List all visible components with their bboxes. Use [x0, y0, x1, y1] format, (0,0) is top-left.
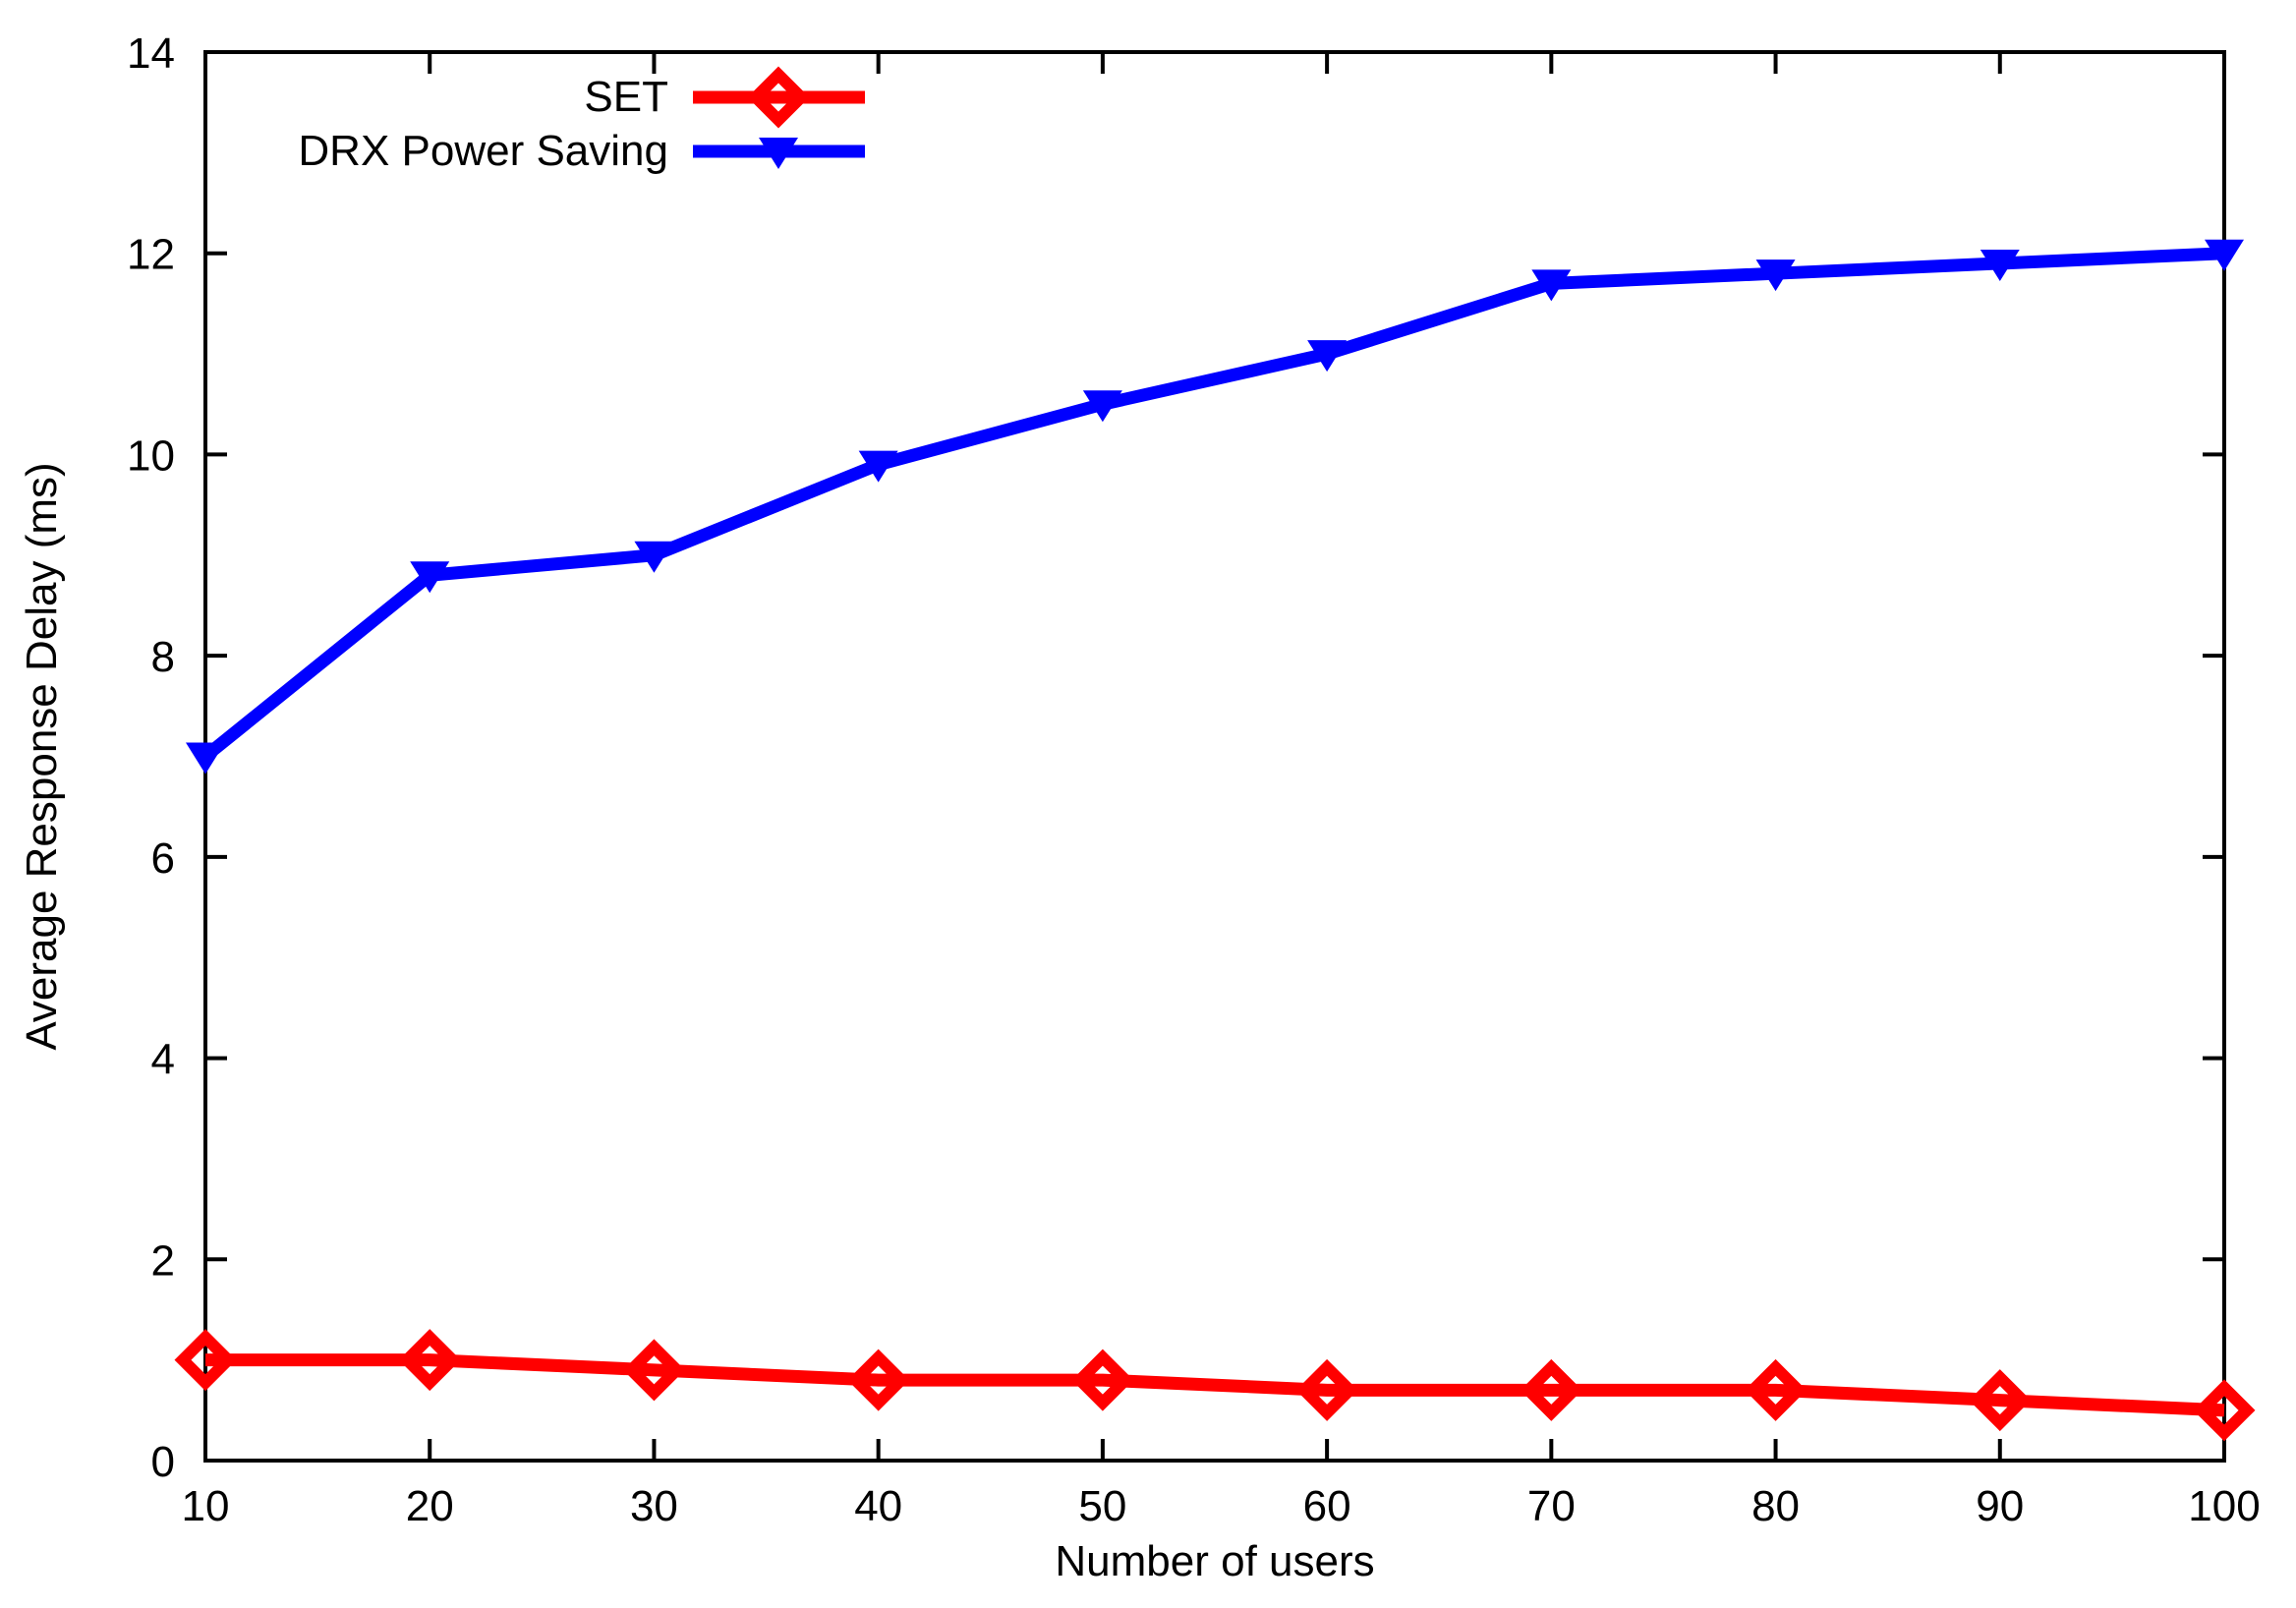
y-tick-label-2: 2: [151, 1236, 175, 1285]
marker-drx-power-saving-x90-triangle-icon: [1980, 249, 2020, 281]
marker-set-x90-diamond-icon: [1969, 1369, 2032, 1432]
legend-label-drx-power-saving: DRX Power Saving: [298, 127, 668, 175]
y-tick-label-0: 0: [151, 1438, 175, 1486]
y-tick-label-8: 8: [151, 633, 175, 681]
marker-set-x80-diamond-icon: [1745, 1358, 1808, 1421]
x-tick-label-40: 40: [854, 1482, 902, 1530]
marker-set-x60-diamond-icon: [1295, 1358, 1358, 1421]
x-tick-label-70: 70: [1527, 1482, 1576, 1530]
x-tick-label-10: 10: [182, 1482, 230, 1530]
marker-drx-power-saving-x80-triangle-icon: [1755, 259, 1796, 292]
marker-set-x20-diamond-icon: [398, 1329, 461, 1392]
x-tick-label-30: 30: [630, 1482, 678, 1530]
marker-drx-power-saving-x30-triangle-icon: [634, 541, 674, 573]
y-tick-label-10: 10: [127, 431, 175, 480]
series-line-drx-power-saving: [201, 247, 2225, 762]
legend-marker-set-diamond-icon: [747, 66, 810, 129]
x-tick-label-80: 80: [1751, 1482, 1800, 1530]
x-tick-label-90: 90: [1976, 1482, 2024, 1530]
marker-set-x40-diamond-icon: [847, 1349, 910, 1411]
marker-set-x100-diamond-icon: [2193, 1379, 2256, 1442]
x-tick-label-100: 100: [2188, 1482, 2260, 1530]
marker-drx-power-saving-x70-triangle-icon: [1531, 269, 1572, 302]
y-tick-label-6: 6: [151, 834, 175, 883]
y-tick-label-4: 4: [151, 1036, 175, 1084]
marker-drx-power-saving-x100-triangle-icon: [2205, 239, 2244, 271]
y-tick-label-12: 12: [127, 231, 175, 279]
legend-marker-drx-power-saving-triangle-icon: [759, 138, 798, 169]
x-axis-title: Number of users: [1055, 1537, 1375, 1585]
x-tick-label-60: 60: [1303, 1482, 1351, 1530]
marker-drx-power-saving-x10-triangle-icon: [186, 742, 225, 775]
series-line-set: [205, 1353, 2225, 1417]
y-axis-title: Average Response Delay (ms): [18, 462, 66, 1051]
x-tick-label-20: 20: [406, 1482, 454, 1530]
marker-drx-power-saving-x50-triangle-icon: [1082, 390, 1122, 423]
x-tick-label-50: 50: [1078, 1482, 1126, 1530]
marker-drx-power-saving-x40-triangle-icon: [858, 450, 898, 483]
y-tick-label-14: 14: [127, 29, 175, 78]
marker-set-x30-diamond-icon: [622, 1339, 685, 1402]
marker-set-x10-diamond-icon: [174, 1329, 237, 1392]
marker-set-x70-diamond-icon: [1520, 1358, 1582, 1421]
legend-label-set: SET: [584, 73, 668, 121]
marker-drx-power-saving-x20-triangle-icon: [410, 561, 450, 594]
marker-set-x50-diamond-icon: [1071, 1349, 1134, 1411]
marker-drx-power-saving-x60-triangle-icon: [1307, 340, 1348, 373]
